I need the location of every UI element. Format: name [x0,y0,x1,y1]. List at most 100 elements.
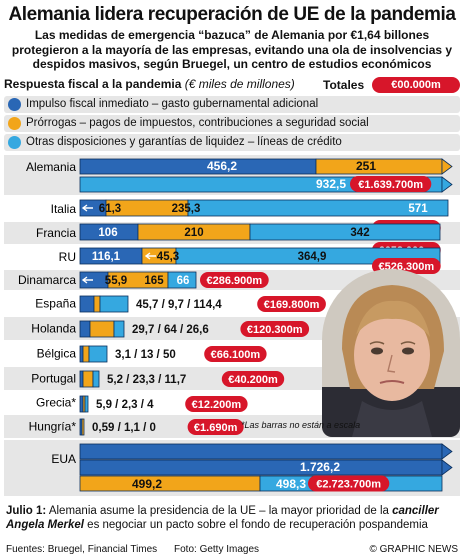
label-ru-fiscal: 116,1 [92,251,121,263]
legend-label-deferrals: Prórrogas – pagos de impuestos, contribu… [26,117,369,129]
footnote-lead: Julio 1: [6,505,47,517]
blgica-badge [204,346,267,362]
eua-total: €2.723.700m [316,479,381,491]
label-italia-deferrals: 235,3 [172,203,201,215]
country-label-2: Italia [51,202,77,216]
bar-holanda-fiscal [79,320,91,338]
bar-francia-liquidity [249,223,441,241]
footnote-text-b: es negociar un pacto sobre el fondo de r… [83,519,428,531]
sources: Fuentes: Bruegel, Financial Times [6,544,158,555]
bar-hungra-deferrals [81,418,85,436]
label-dinamarca-deferrals: 165 [144,275,164,287]
espaa-total: €169.800m [264,299,320,311]
label-hungra: 0,59 / 1,1 / 0 [92,422,156,434]
arrow-italia [81,204,93,212]
bar-eua-fiscal-b [79,459,443,476]
label-alemania-fiscal: 456,2 [207,159,237,173]
alemania-badge [350,176,432,192]
bar-alemania-liquidity-arrow [441,176,453,193]
bar-eua-fiscal-a [79,443,443,460]
legend-item-liquidity: Otras disposiciones y garantías de liqui… [4,134,460,151]
chart-unit: (€ miles de millones) [184,77,295,91]
country-label-3: Francia [36,226,76,240]
totals-label: Totales [323,78,365,92]
country-label-1: Alemania [26,160,76,174]
bar-blgica-fiscal [79,345,84,363]
label-dinamarca-fiscal: 55,9 [105,275,127,287]
blgica-total: €66.100m [211,349,261,361]
arrow-ru [144,252,156,260]
legend-item-fiscal: Impulso fiscal inmediato – gasto guberna… [4,96,460,113]
label-eua-fiscal: 1.726,2 [300,460,340,474]
country-label-5: Dinamarca [18,273,76,287]
label-portugal: 5,2 / 23,3 / 11,7 [107,374,186,386]
label-italia-liquidity: 571 [408,203,428,215]
bar-espaa-deferrals [93,295,101,313]
label-eua-deferrals: 499,2 [132,477,162,491]
label-eua-liquidity: 498,3 [276,477,306,491]
alemania-total: €1.639.700m [358,179,423,191]
country-label-4: RU [59,250,76,264]
bar-eua-fiscal-b-arrow [441,459,453,476]
espaa-badge [257,296,326,312]
bar-blgica-deferrals [82,345,90,363]
label-dinamarca-liquidity: 66 [177,275,190,287]
bar-dinamarca-liquidity [167,271,197,289]
merkel-portrait [322,269,460,437]
legend-swatch-deferrals [8,117,21,130]
bar-holanda-deferrals [89,320,115,338]
bar-eua-fiscal-a-arrow [441,443,453,460]
country-label-9: Portugal [31,372,76,386]
label-grecia: 5,9 / 2,3 / 4 [96,399,154,411]
legend-swatch-liquidity [8,136,21,149]
label-blgica: 3,1 / 13 / 50 [115,349,176,361]
label-alemania-liquidity: 932,5 [316,177,346,191]
country-label-12: EUA [51,452,76,466]
country-label-10: Grecia* [36,396,76,410]
legend-label-fiscal: Impulso fiscal inmediato – gasto guberna… [26,98,319,110]
bar-portugal-fiscal [79,370,84,388]
bar-holanda-liquidity [113,320,125,338]
bar-ru-liquidity [175,247,441,265]
totals-badge: €00.000m [372,77,460,93]
label-espaa: 45,7 / 9,7 / 114,4 [136,299,222,311]
legend-item-deferrals: Prórrogas – pagos de impuestos, contribu… [4,115,460,132]
portugal-total: €40.200m [228,374,278,386]
footnote: Julio 1: Alemania asume la presidencia d… [6,504,458,532]
country-label-8: Bélgica [37,347,77,361]
label-francia-fiscal: 106 [98,227,117,239]
grecia-badge [185,396,248,412]
scale-note: *Las barras no están a escala [241,420,361,430]
bar-italia-liquidity [187,199,449,217]
bar-espaa-liquidity [99,295,129,313]
country-label-7: Holanda [31,322,76,336]
dinamarca-total: €286.900m [207,275,263,287]
bar-portugal-deferrals [82,370,94,388]
bar-espaa-fiscal [79,295,95,313]
brand: © GRAPHIC NEWS [369,544,459,555]
holanda-badge [240,321,310,337]
footnote-text-a: Alemania asume la presidencia de la UE –… [46,505,393,517]
bar-alemania-deferrals-arrow [441,158,453,175]
holanda-total: €120.300m [247,324,303,336]
bar-blgica-liquidity [88,345,108,363]
bar-alemania-deferrals [315,158,443,175]
label-francia-liquidity: 342 [350,227,369,239]
arrow-dinamarca [81,276,93,284]
photo-credit: Foto: Getty Images [174,544,260,555]
country-label-6: España [35,297,76,311]
bar-grecia-liquidity [84,395,89,413]
bar-grecia-fiscal [79,395,84,413]
legend-label-liquidity: Otras disposiciones y garantías de liqui… [26,136,342,148]
label-francia-deferrals: 210 [184,227,203,239]
eua-badge [308,475,390,492]
label-ru-liquidity: 364,9 [298,251,327,263]
headline: Alemania lidera recuperación de UE de la… [8,4,456,25]
country-label-11: Hungría* [29,420,77,434]
hungra-total: €1.690m [194,422,238,434]
portrait-illustration [322,269,460,437]
hungra-badge [187,419,244,435]
footnote-emphasis: canciller Angela Merkel [6,505,439,531]
